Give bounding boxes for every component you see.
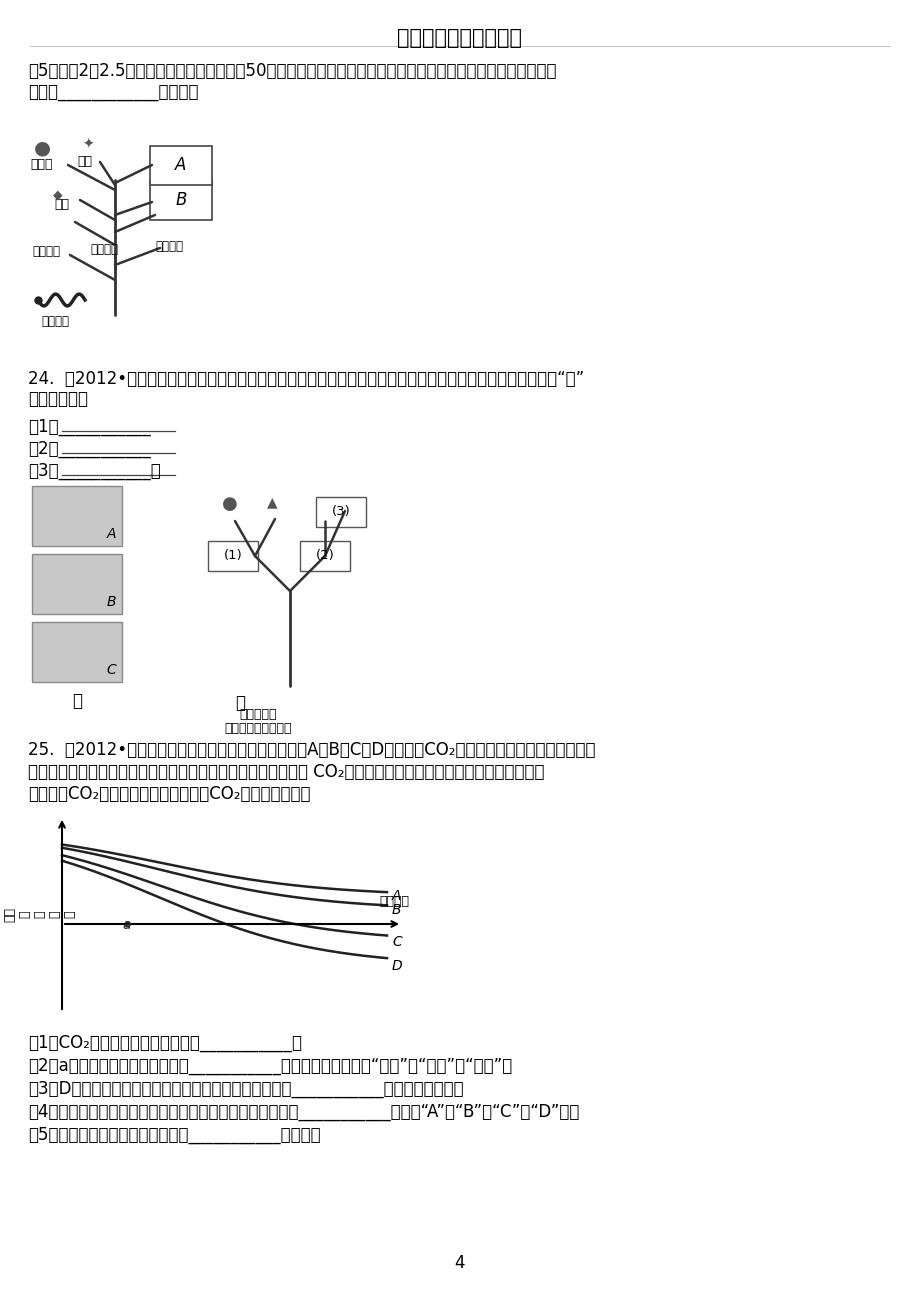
- Text: 光照强度: 光照强度: [379, 894, 409, 907]
- Text: ●: ●: [33, 138, 51, 158]
- Text: 4: 4: [454, 1254, 465, 1272]
- Text: C: C: [391, 935, 402, 949]
- Text: 软体动物: 软体动物: [90, 243, 118, 256]
- Text: （4）在较弱光照强度下，四种植物中光合作用强度最大的是___________．（填“A”或“B”或“C”或“D”）．: （4）在较弱光照强度下，四种植物中光合作用强度最大的是___________．（…: [28, 1103, 579, 1121]
- Text: 环节动物: 环节动物: [41, 315, 69, 328]
- Text: C: C: [106, 663, 116, 677]
- Text: 24.  （2012•漳州）同学们都玩过拼图游戟吧，让我们再来重温一下儿时的快乐：请把图甲中的动物送回乙中的“家”: 24. （2012•漳州）同学们都玩过拼图游戟吧，让我们再来重温一下儿时的快乐：…: [28, 370, 584, 388]
- FancyBboxPatch shape: [150, 181, 211, 220]
- Text: (2): (2): [315, 549, 334, 562]
- Text: ▲: ▲: [267, 495, 277, 509]
- Text: A: A: [391, 889, 401, 904]
- Text: ✦: ✦: [82, 138, 94, 152]
- Text: 人教版八年级生物下册: 人教版八年级生物下册: [397, 29, 522, 48]
- Text: 面积吸收CO₂的量，前量减去后量就是CO₂释放的相对量）: 面积吸收CO₂的量，前量减去后量就是CO₂释放的相对量）: [28, 785, 311, 803]
- Text: A: A: [107, 527, 116, 542]
- Text: （5）一条2－2.5公斤的雌鲤鱼一次产卵可产50万粒；一只雌蟾蜥每年产卵量可达万枚．这种现象可用自然选择学: （5）一条2－2.5公斤的雌鲤鱼一次产卵可产50万粒；一只雌蟾蜥每年产卵量可达万…: [28, 62, 556, 79]
- Text: B: B: [391, 904, 401, 917]
- Text: （5）四种植物都能适应环境，这是___________的结果．: （5）四种植物都能适应环境，这是___________的结果．: [28, 1126, 321, 1144]
- Text: ●: ●: [221, 495, 238, 513]
- Text: 爬行类: 爬行类: [30, 158, 53, 171]
- Text: （1）___________: （1）___________: [28, 418, 151, 436]
- Text: 的变化情况．（呼吸作用强度是指每小时每平方分米叶面积释放 CO₂的量，光合作用强度是指每小时每平方分米叶: 的变化情况．（呼吸作用强度是指每小时每平方分米叶面积释放 CO₂的量，光合作用强…: [28, 763, 544, 781]
- Text: A: A: [176, 156, 187, 174]
- Text: 鸟类: 鸟类: [77, 155, 93, 168]
- Text: D: D: [391, 960, 403, 973]
- Bar: [32, 553, 122, 615]
- Text: 动物进化历程示意图: 动物进化历程示意图: [224, 723, 291, 736]
- Text: （3）D植物的曲线表明：这段时间内随光照强度增大，其___________作用强度也增大．: （3）D植物的曲线表明：这段时间内随光照强度增大，其___________作用强…: [28, 1079, 463, 1098]
- Text: B: B: [176, 191, 187, 210]
- Text: (1): (1): [223, 549, 242, 562]
- Text: 说中的____________来解释．: 说中的____________来解释．: [28, 85, 199, 102]
- Text: 棘皮动物: 棘皮动物: [154, 240, 183, 253]
- Text: 学科网精校: 学科网精校: [239, 708, 277, 721]
- Text: （1）CO₂进出植物的门户是叶片的___________．: （1）CO₂进出植物的门户是叶片的___________．: [28, 1034, 301, 1052]
- Text: (3): (3): [331, 505, 350, 518]
- Bar: [32, 486, 122, 546]
- FancyBboxPatch shape: [300, 542, 349, 572]
- Text: （2）a点表示植物的光合作用强度___________呼吸作用强度．（填“大于”、“等于”或“小于”）: （2）a点表示植物的光合作用强度___________呼吸作用强度．（填“大于”…: [28, 1057, 512, 1075]
- Text: 25.  （2012•深圳）如图表示从有光照开始，一段时间A、B、C、D四种植物CO₂释放的相对量，随不同光照强度: 25. （2012•深圳）如图表示从有光照开始，一段时间A、B、C、D四种植物C…: [28, 741, 595, 759]
- Text: a: a: [122, 918, 131, 932]
- Text: ◆: ◆: [53, 189, 62, 202]
- Text: CO₂
释放
的
相
对
量: CO₂ 释放 的 相 对 量: [0, 902, 76, 926]
- Text: 甲: 甲: [72, 691, 82, 710]
- Text: 鱼类: 鱼类: [54, 198, 70, 211]
- FancyBboxPatch shape: [208, 542, 257, 572]
- Text: ．（填字母）: ．（填字母）: [28, 391, 88, 408]
- Text: （2）___________: （2）___________: [28, 440, 151, 458]
- FancyBboxPatch shape: [315, 497, 366, 527]
- FancyBboxPatch shape: [150, 146, 211, 185]
- Text: （3）___________．: （3）___________．: [28, 462, 161, 480]
- Bar: [32, 622, 122, 682]
- Text: 节肢动物: 节肢动物: [32, 245, 60, 258]
- Text: B: B: [107, 595, 116, 609]
- Text: 乙: 乙: [234, 694, 244, 712]
